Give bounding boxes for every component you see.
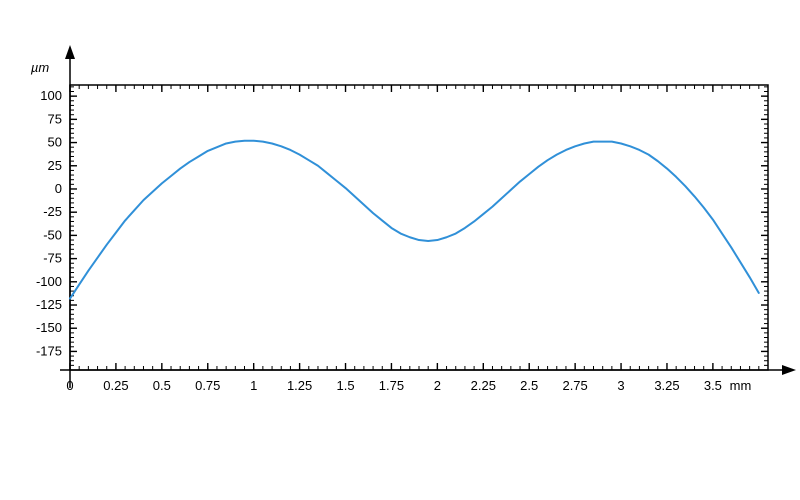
x-axis-arrow: [782, 365, 796, 375]
x-unit-label: mm: [730, 378, 752, 393]
x-tick-label: 3.25: [654, 378, 679, 393]
y-unit-label: µm: [31, 60, 49, 75]
y-tick-label: -100: [36, 274, 62, 289]
x-tick-label: 0.75: [195, 378, 220, 393]
x-tick-label: 1.75: [379, 378, 404, 393]
y-tick-label: 75: [48, 111, 62, 126]
x-tick-label: 0: [66, 378, 73, 393]
y-tick-label: -175: [36, 343, 62, 358]
y-tick-label: -150: [36, 320, 62, 335]
y-tick-label: 100: [40, 88, 62, 103]
x-tick-label: 3: [617, 378, 624, 393]
y-tick-label: 50: [48, 135, 62, 150]
y-tick-label: -75: [43, 251, 62, 266]
y-tick-label: -25: [43, 204, 62, 219]
y-tick-label: -50: [43, 227, 62, 242]
x-tick-label: 3.5: [704, 378, 722, 393]
profile-line-chart: 0 0.25 0.5 0.75 1 1.25 1.5 1.75 2 2.25 2.5 2.75 3 3.2…: [0, 0, 800, 500]
x-tick-label: 2: [434, 378, 441, 393]
x-tick-label: 1.25: [287, 378, 312, 393]
x-tick-label: 1: [250, 378, 257, 393]
y-axis-arrow: [65, 45, 75, 59]
y-tick-label: 25: [48, 158, 62, 173]
plot-frame: [70, 85, 768, 370]
x-tick-label: 1.5: [336, 378, 354, 393]
y-tick-label: 0: [55, 181, 62, 196]
x-tick-label: 0.25: [103, 378, 128, 393]
x-tick-label: 0.5: [153, 378, 171, 393]
x-tick-label: 2.75: [562, 378, 587, 393]
y-tick-label: -125: [36, 297, 62, 312]
profile-curve: [70, 141, 759, 299]
x-tick-label: 2.5: [520, 378, 538, 393]
x-tick-label: 2.25: [471, 378, 496, 393]
